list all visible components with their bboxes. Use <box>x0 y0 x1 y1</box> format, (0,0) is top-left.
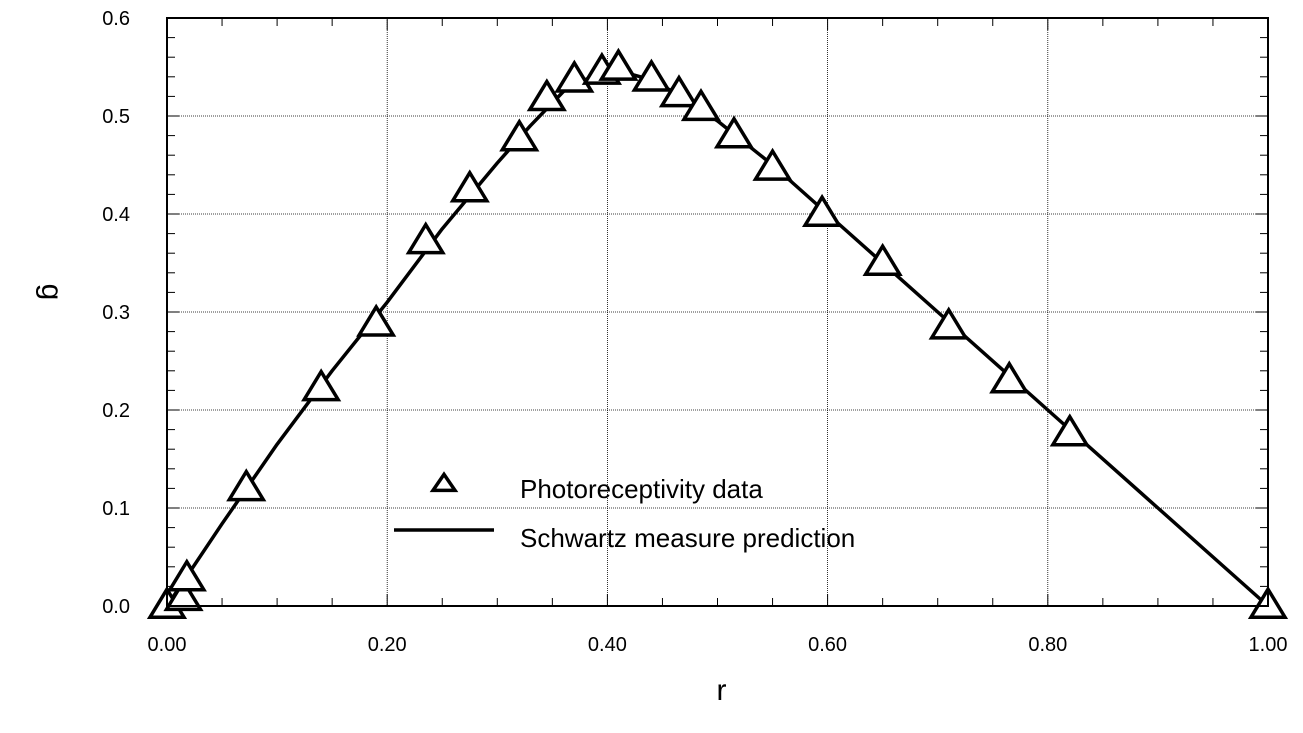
data-point <box>301 368 342 402</box>
data-point <box>554 59 595 93</box>
y-tick-label-2: 0.2 <box>102 400 130 422</box>
minor-ticks <box>166 17 1269 607</box>
grid-lines <box>167 18 1268 606</box>
data-point <box>928 306 969 340</box>
y-tick-label-5: 0.5 <box>102 106 130 128</box>
x-tick-label-1: 0.20 <box>368 634 407 656</box>
data-point <box>801 193 843 227</box>
data-point <box>680 87 722 122</box>
x-axis-title: r <box>717 674 727 707</box>
data-point <box>598 47 639 81</box>
y-tick-labels: 0.0 0.1 0.2 0.3 0.4 0.5 0.6 <box>102 8 130 618</box>
data-point <box>752 147 793 181</box>
data-point <box>631 58 672 92</box>
y-axis-title: g <box>35 284 68 301</box>
legend-label-photoreceptivity: Photoreceptivity data <box>520 474 763 504</box>
data-point <box>449 169 490 203</box>
legend: Photoreceptivity data Schwartz measure p… <box>394 471 855 553</box>
data-point <box>163 577 204 612</box>
x-tick-label-0: 0.00 <box>148 634 187 656</box>
data-point <box>526 78 567 112</box>
data-point <box>226 468 267 502</box>
data-point <box>713 115 755 149</box>
x-tick-label-3: 0.60 <box>808 634 847 656</box>
data-point <box>166 558 207 592</box>
series-marker-group <box>146 47 1289 619</box>
x-tick-label-5: 1.00 <box>1249 634 1288 656</box>
legend-triangle-icon <box>429 471 459 493</box>
data-point <box>405 221 446 255</box>
data-point <box>658 74 700 108</box>
x-tick-label-4: 0.80 <box>1028 634 1067 656</box>
data-point <box>356 303 397 337</box>
y-tick-label-6: 0.6 <box>102 8 130 30</box>
plot-frame <box>166 17 1269 607</box>
data-point <box>1049 413 1090 447</box>
x-tick-label-2: 0.40 <box>588 634 627 656</box>
x-tick-labels: 0.00 0.20 0.40 0.60 0.80 1.00 <box>148 634 1288 656</box>
y-tick-label-1: 0.1 <box>102 498 130 520</box>
data-point <box>989 360 1030 394</box>
legend-marker-triangle <box>429 471 459 493</box>
y-tick-label-3: 0.3 <box>102 302 130 324</box>
legend-label-schwartz: Schwartz measure prediction <box>520 523 855 553</box>
data-point <box>862 242 903 276</box>
data-point <box>499 118 540 152</box>
y-tick-label-4: 0.4 <box>102 204 130 226</box>
y-tick-label-0: 0.0 <box>102 596 130 618</box>
